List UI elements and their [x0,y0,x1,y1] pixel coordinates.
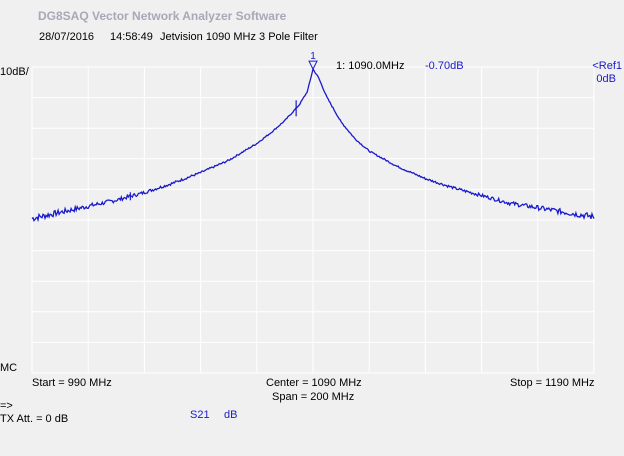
mc-label: MC [0,362,18,374]
center-frequency: Center = 1090 MHz [266,377,362,389]
plot-grid [31,66,595,374]
scale-per-division: 10dB/ [0,66,29,78]
trace-name: S21 [190,409,210,421]
app-title: DG8SAQ Vector Network Analyzer Software [38,9,287,23]
tx-attenuation: TX Att. = 0 dB [0,413,69,425]
reference-value: 0dB [596,73,616,85]
span-frequency: Span = 200 MHz [272,391,355,403]
marker-readout-value: -0.70dB [425,60,464,72]
marker-layer: 1 [129,51,318,201]
marker-triangle [308,60,318,71]
stop-frequency: Stop = 1190 MHz [510,377,595,389]
arrow-indicator: => [0,400,13,412]
trace-unit: dB [224,409,238,421]
date-label: 28/07/2016 [39,31,95,43]
marker-label: 1 [310,51,316,62]
reference-label: <Ref1 [592,60,622,72]
measurement-description: Jetvision 1090 MHz 3 Pole Filter [160,31,318,43]
time-label: 14:58:49 [110,31,153,43]
start-frequency: Start = 990 MHz [32,377,112,389]
marker-readout-frequency: 1: 1090.0MHz [336,60,405,72]
